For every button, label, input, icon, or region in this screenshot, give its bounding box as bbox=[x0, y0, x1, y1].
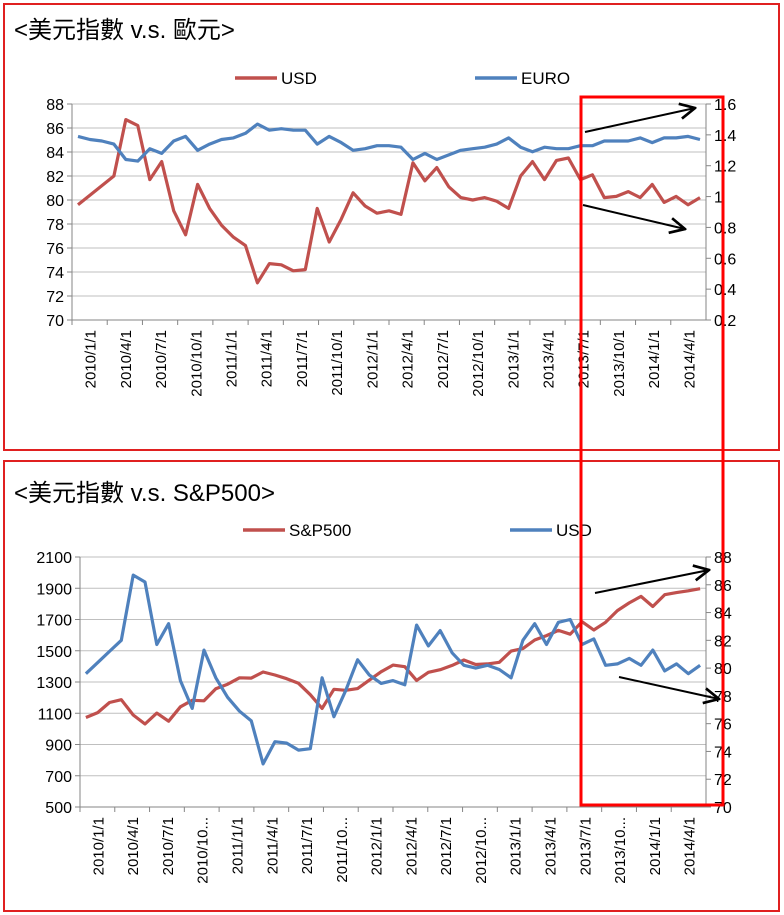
chart-title-bottom: <美元指數 v.s. S&P500> bbox=[14, 480, 275, 507]
chart-panel-usd-vs-euro bbox=[3, 3, 780, 451]
chart-title-top: <美元指數 v.s. 歐元> bbox=[14, 17, 235, 44]
chart-panel-usd-vs-sp500 bbox=[3, 460, 780, 912]
